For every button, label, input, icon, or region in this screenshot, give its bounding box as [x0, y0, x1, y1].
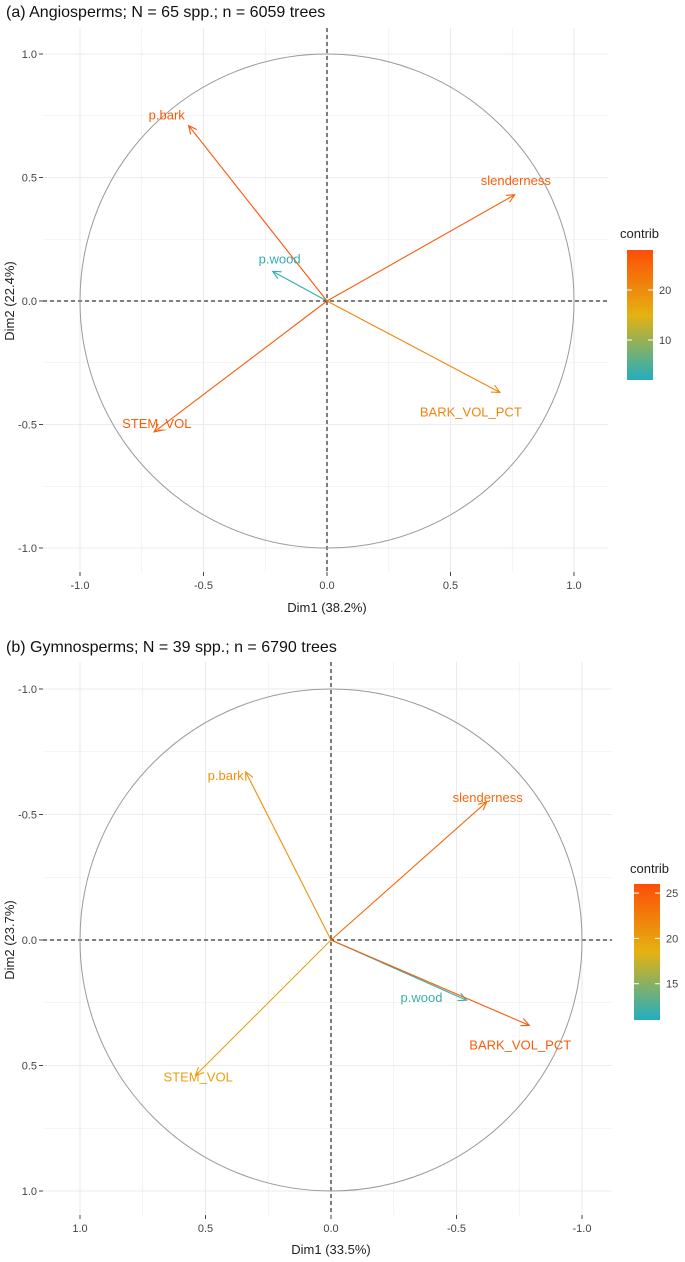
y-tick-label: 1.0: [22, 49, 37, 61]
y-tick-label: -0.5: [18, 810, 37, 822]
legend-tick-label: 10: [659, 335, 671, 347]
y-tick-label: 0.0: [22, 935, 37, 947]
vector-label: p.bark: [208, 768, 245, 783]
vector-arrowhead: [153, 423, 164, 433]
panel-a-title: (a) Angiosperms; N = 65 spp.; n = 6059 t…: [6, 4, 325, 21]
x-tick-label: 0.0: [323, 1223, 338, 1235]
legend-tick-label: 15: [666, 979, 678, 991]
vector-p-wood: p.wood: [259, 251, 328, 302]
vector-arrowhead: [490, 384, 502, 393]
vector-bark-vol-pct: BARK_VOL_PCT: [330, 939, 571, 1052]
legend-tick-label: 25: [666, 888, 678, 900]
y-tick-label: 0.5: [22, 1061, 37, 1073]
x-tick-label: 0.5: [198, 1223, 213, 1235]
panel-b: (b) Gymnosperms; N = 39 spp.; n = 6790 t…: [2, 639, 678, 1257]
vector-line: [195, 939, 332, 1076]
panel-b-x-ticks: 1.0 0.5 0.0 -0.5 -1.0: [72, 1215, 591, 1235]
vector-arrowhead: [245, 770, 254, 781]
vector-label: slenderness: [453, 790, 524, 805]
panel-a-vectors: p.bark slenderness p.wood BARK_VOL_PCT STEM_…: [122, 108, 552, 433]
panel-a-zero-lines: [43, 28, 608, 572]
vector-line: [326, 194, 515, 302]
vector-line: [330, 939, 530, 1026]
vector-arrowhead: [477, 801, 488, 811]
panel-b-legend-title: contrib: [630, 861, 669, 876]
vector-arrowhead: [505, 194, 516, 203]
vector-p-bark: p.bark: [149, 108, 328, 302]
vector-p-wood: p.wood: [330, 939, 468, 1005]
panel-a-correlation-circle: [79, 53, 575, 549]
y-tick-label: 1.0: [22, 1186, 37, 1198]
vector-line: [326, 300, 501, 393]
panel-a-legend-ticks: 10 20: [627, 285, 671, 347]
legend-tick-label: 20: [666, 933, 678, 945]
vector-line: [272, 270, 328, 302]
x-tick-label: 1.0: [566, 580, 581, 592]
panel-a-x-ticks: -1.0 -0.5 0.0 0.5 1.0: [71, 572, 582, 592]
x-tick-label: -0.5: [194, 580, 213, 592]
vector-label: slenderness: [481, 173, 552, 188]
panel-a: (a) Angiosperms; N = 65 spp.; n = 6059 t…: [2, 4, 671, 615]
vector-line: [330, 801, 487, 941]
panel-b-vectors: p.bark slenderness p.wood BARK_VOL_PCT STEM_…: [163, 768, 571, 1085]
panel-b-legend: contrib 15 20 25: [630, 861, 678, 1020]
panel-a-legend: contrib 10 20: [620, 226, 671, 380]
x-tick-label: -1.0: [71, 580, 90, 592]
vector-arrowhead: [457, 993, 468, 1002]
panel-a-y-axis-title: Dim2 (22.4%): [2, 261, 17, 340]
x-tick-label: 1.0: [72, 1223, 87, 1235]
vector-label: STEM_VOL: [122, 416, 191, 431]
panel-a-colorbar: [627, 250, 653, 380]
x-tick-label: 0.0: [319, 580, 334, 592]
vector-stem-vol: STEM_VOL: [122, 300, 328, 433]
x-tick-label: 0.5: [443, 580, 458, 592]
unit-circle: [79, 688, 583, 1192]
vector-label: STEM_VOL: [163, 1070, 232, 1085]
y-tick-label: -0.5: [18, 420, 37, 432]
panel-b-y-ticks: -1.0 -0.5 0.0 0.5 1.0: [18, 684, 43, 1198]
panel-a-y-ticks: -1.0 -0.5 0.0 0.5 1.0: [18, 49, 43, 555]
y-tick-label: -1.0: [18, 684, 37, 696]
vector-bark-vol-pct: BARK_VOL_PCT: [326, 300, 522, 419]
y-tick-label: 0.5: [22, 173, 37, 185]
panel-a-legend-title: contrib: [620, 226, 659, 241]
vector-arrowhead: [520, 1018, 531, 1027]
vector-label: BARK_VOL_PCT: [469, 1037, 571, 1052]
panel-b-x-axis-title: Dim1 (33.5%): [291, 1242, 370, 1257]
panel-b-title: (b) Gymnosperms; N = 39 spp.; n = 6790 t…: [6, 639, 337, 656]
vector-label: p.wood: [401, 990, 443, 1005]
x-tick-label: -1.0: [573, 1223, 592, 1235]
vector-label: BARK_VOL_PCT: [420, 404, 522, 419]
panel-b-grid: [43, 662, 612, 1215]
legend-tick-label: 20: [659, 285, 671, 297]
vector-arrowhead: [194, 1066, 205, 1077]
vector-label: p.bark: [149, 108, 186, 123]
vector-line: [245, 771, 332, 941]
vector-slenderness: slenderness: [326, 173, 552, 302]
y-tick-label: -1.0: [18, 543, 37, 555]
vector-slenderness: slenderness: [330, 790, 524, 941]
unit-circle: [79, 53, 575, 549]
vector-arrowhead: [271, 270, 282, 279]
panel-b-legend-ticks: 15 20 25: [634, 888, 678, 991]
panel-b-zero-lines: [43, 662, 612, 1215]
vector-label: p.wood: [259, 251, 301, 266]
x-tick-label: -0.5: [447, 1223, 466, 1235]
vector-line: [153, 300, 328, 433]
vector-stem-vol: STEM_VOL: [163, 939, 332, 1085]
vector-arrowhead: [187, 124, 198, 135]
panel-a-x-axis-title: Dim1 (38.2%): [287, 600, 366, 615]
panel-b-correlation-circle: [79, 688, 583, 1192]
panel-b-y-axis-title: Dim2 (23.7%): [2, 900, 17, 979]
vector-p-bark: p.bark: [208, 768, 332, 941]
panel-b-colorbar: [634, 884, 660, 1020]
vector-line: [188, 125, 328, 302]
y-tick-label: 0.0: [22, 296, 37, 308]
